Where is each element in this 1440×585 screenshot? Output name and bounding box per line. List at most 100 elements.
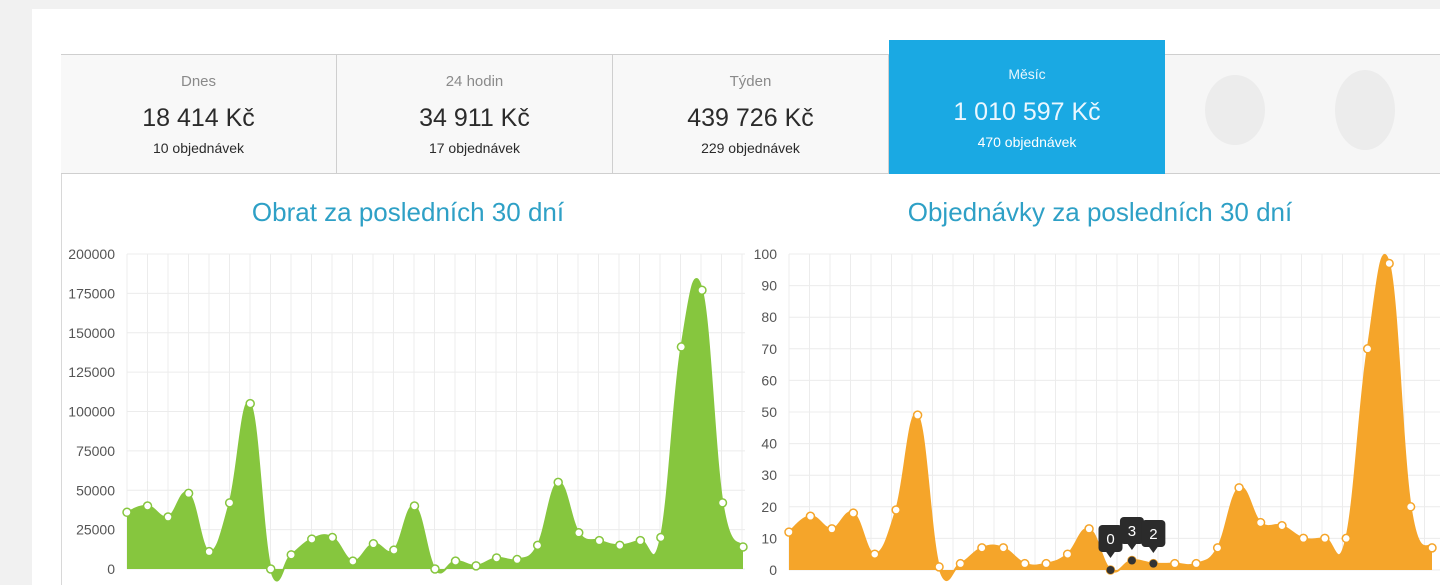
- data-point: [512, 554, 522, 565]
- data-point: [977, 543, 987, 553]
- data-point: [615, 540, 625, 551]
- marker-label: 3: [1128, 523, 1136, 540]
- marker-badge: [1119, 517, 1144, 544]
- tab-label: 24 hodin: [445, 73, 504, 90]
- y-tick-label: 150000: [68, 325, 115, 341]
- tab-label: Měsíc: [1008, 66, 1046, 82]
- data-point: [934, 562, 944, 572]
- data-point: [656, 532, 666, 543]
- data-point: [204, 546, 214, 557]
- marker-dot: [1106, 566, 1115, 574]
- data-point: [1170, 558, 1180, 569]
- data-point: [1084, 524, 1094, 534]
- data-point: [286, 550, 297, 560]
- data-point: [955, 558, 966, 569]
- data-point: [122, 507, 132, 518]
- tab-order-count: 229 objednávek: [701, 140, 800, 156]
- marker-label: 0: [1106, 531, 1114, 548]
- data-point: [1362, 344, 1373, 354]
- tab-label: Týden: [729, 73, 772, 90]
- data-point: [1341, 533, 1352, 544]
- y-tick-label: 125000: [68, 364, 115, 380]
- marker-label: 2: [1149, 526, 1157, 543]
- data-point: [1212, 543, 1223, 553]
- tab-label: Dnes: [180, 73, 217, 90]
- tab-order-count: 10 objednávek: [152, 140, 245, 156]
- data-point: [697, 285, 707, 295]
- data-point: [163, 512, 173, 522]
- data-point: [245, 398, 255, 409]
- data-point: [430, 564, 440, 574]
- data-point: [1255, 517, 1266, 528]
- orders-chart-title: Objednávky za posledních 30 dní: [907, 197, 1293, 227]
- data-point: [1320, 533, 1330, 544]
- tab-order-count: 470 objednávek: [977, 134, 1077, 150]
- data-point: [594, 535, 605, 546]
- tab-24-hours[interactable]: 24 hodin 34 911 Kč 17 objednávek: [337, 54, 613, 174]
- revenue-chart-title: Obrat za posledních 30 dní: [251, 197, 565, 227]
- data-point: [717, 498, 728, 508]
- data-point: [532, 540, 543, 551]
- y-tick-label: 50: [761, 404, 777, 420]
- y-tick-label: 175000: [68, 285, 115, 301]
- y-tick-label: 50000: [76, 482, 115, 498]
- data-point: [891, 505, 901, 515]
- data-point: [307, 534, 317, 544]
- marker-dot: [1127, 556, 1136, 565]
- series-line: [126, 277, 744, 582]
- data-point: [827, 524, 837, 534]
- marker-label-group: 2: [1149, 526, 1157, 543]
- data-point: [635, 535, 646, 546]
- marker-label-group: 0: [1106, 531, 1114, 548]
- data-point: [869, 549, 880, 559]
- tab-revenue: 1 010 597 Kč: [953, 98, 1101, 126]
- data-point: [142, 501, 153, 511]
- data-point: [224, 498, 235, 508]
- y-tick-label: 90: [761, 278, 777, 294]
- y-tick-label: 30: [761, 467, 777, 483]
- marker-badge: [1141, 520, 1166, 547]
- data-point: [471, 561, 481, 571]
- tab-revenue: 439 726 Kč: [687, 104, 814, 132]
- series-area: [127, 278, 743, 581]
- y-tick-label: 80: [761, 309, 777, 325]
- tab-today[interactable]: Dnes 18 414 Kč 10 objednávek: [61, 54, 337, 174]
- y-tick-label: 0: [769, 562, 777, 578]
- data-point: [265, 564, 276, 574]
- data-point: [805, 511, 816, 522]
- tab-order-count: 17 objednávek: [428, 140, 521, 156]
- marker-label-group: 3: [1128, 523, 1136, 540]
- data-point: [998, 543, 1009, 553]
- marker-pointer: [1148, 546, 1159, 553]
- data-point: [1234, 483, 1244, 493]
- marker-pointer: [1126, 543, 1137, 550]
- data-point: [450, 556, 461, 566]
- data-point: [1041, 558, 1051, 569]
- tab-revenue: 34 911 Kč: [419, 104, 530, 132]
- data-point: [368, 539, 379, 549]
- data-point: [1384, 258, 1394, 269]
- tab-week[interactable]: Týden 439 726 Kč 229 objednávek: [613, 54, 889, 174]
- data-point: [491, 553, 502, 563]
- data-point: [676, 342, 687, 352]
- data-point: [1298, 533, 1309, 544]
- data-point: [1405, 502, 1416, 512]
- data-point: [784, 527, 794, 537]
- data-point: [389, 545, 399, 555]
- y-tick-label: 0: [107, 561, 115, 577]
- marker-pointer: [1105, 551, 1116, 558]
- marker-badge: [1098, 525, 1123, 552]
- series-line: [788, 254, 1433, 582]
- data-point: [1277, 521, 1287, 531]
- data-point: [348, 556, 358, 566]
- tab-month[interactable]: Měsíc 1 010 597 Kč 470 objednávek: [889, 40, 1165, 183]
- y-tick-label: 10: [761, 530, 777, 546]
- data-point: [848, 508, 859, 518]
- data-point: [409, 501, 420, 511]
- y-tick-label: 20: [761, 499, 777, 515]
- y-tick-label: 100: [754, 246, 778, 262]
- tab-revenue: 18 414 Kč: [142, 104, 255, 132]
- data-point: [912, 410, 923, 420]
- data-point: [738, 542, 748, 552]
- data-point: [1062, 549, 1073, 559]
